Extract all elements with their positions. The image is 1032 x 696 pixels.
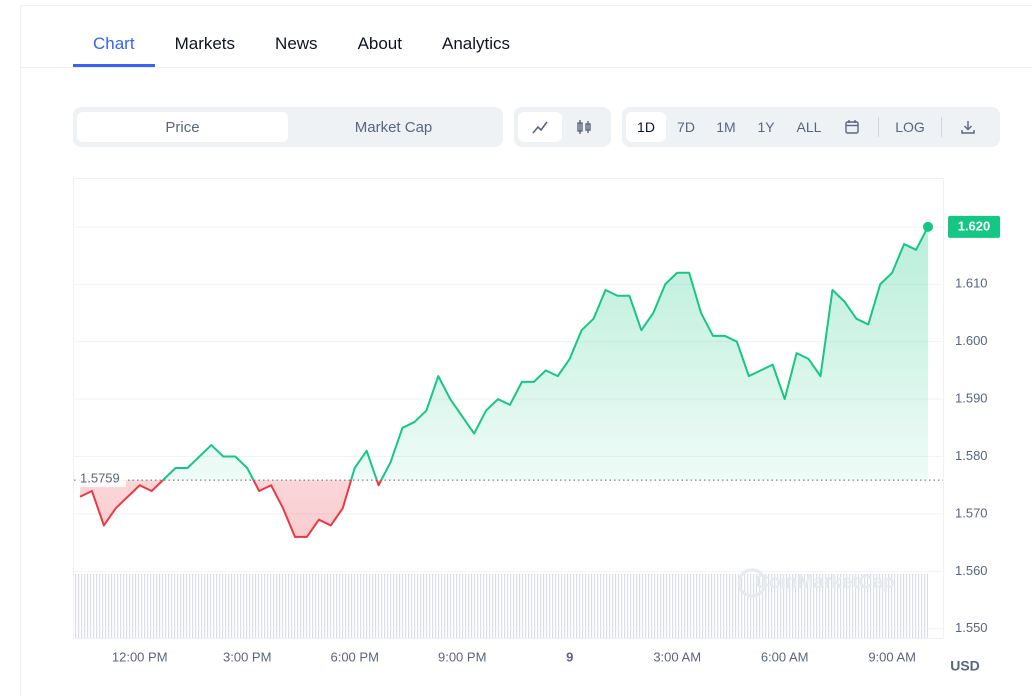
frame (20, 5, 1032, 696)
tab-bar: Chart Markets News About Analytics (73, 30, 530, 67)
candle-chart-button[interactable] (562, 112, 606, 142)
price-toggle: Price Market Cap (73, 107, 503, 147)
tab[interactable]: Analytics (442, 34, 511, 53)
chart-style-group (514, 107, 611, 147)
range-button[interactable]: 1Y (757, 119, 775, 135)
toggle-option[interactable]: Market Cap (354, 118, 433, 136)
range-group: 1D 7D 1M 1Y ALL LOG (622, 107, 1000, 147)
tab[interactable]: Markets (174, 34, 236, 53)
toggle-option[interactable]: Price (77, 112, 288, 142)
range-button[interactable]: 7D (677, 119, 695, 135)
log-button[interactable]: LOG (895, 119, 925, 135)
candle-icon (577, 120, 591, 134)
line-chart-button[interactable] (518, 112, 562, 142)
calendar-button-icon (845, 120, 859, 134)
separator (878, 117, 879, 137)
calendar-button[interactable] (832, 112, 872, 142)
tab[interactable]: Chart (73, 30, 155, 67)
range-button[interactable]: ALL (796, 119, 822, 135)
download-button[interactable] (948, 112, 988, 142)
line-icon (532, 121, 548, 134)
separator (941, 117, 942, 137)
range-button[interactable]: 1D (626, 112, 666, 142)
tab[interactable]: News (275, 34, 318, 53)
range-button[interactable]: 1M (716, 119, 736, 135)
divider (20, 67, 1032, 68)
tab[interactable]: About (357, 34, 402, 53)
download-button-icon (961, 121, 975, 134)
